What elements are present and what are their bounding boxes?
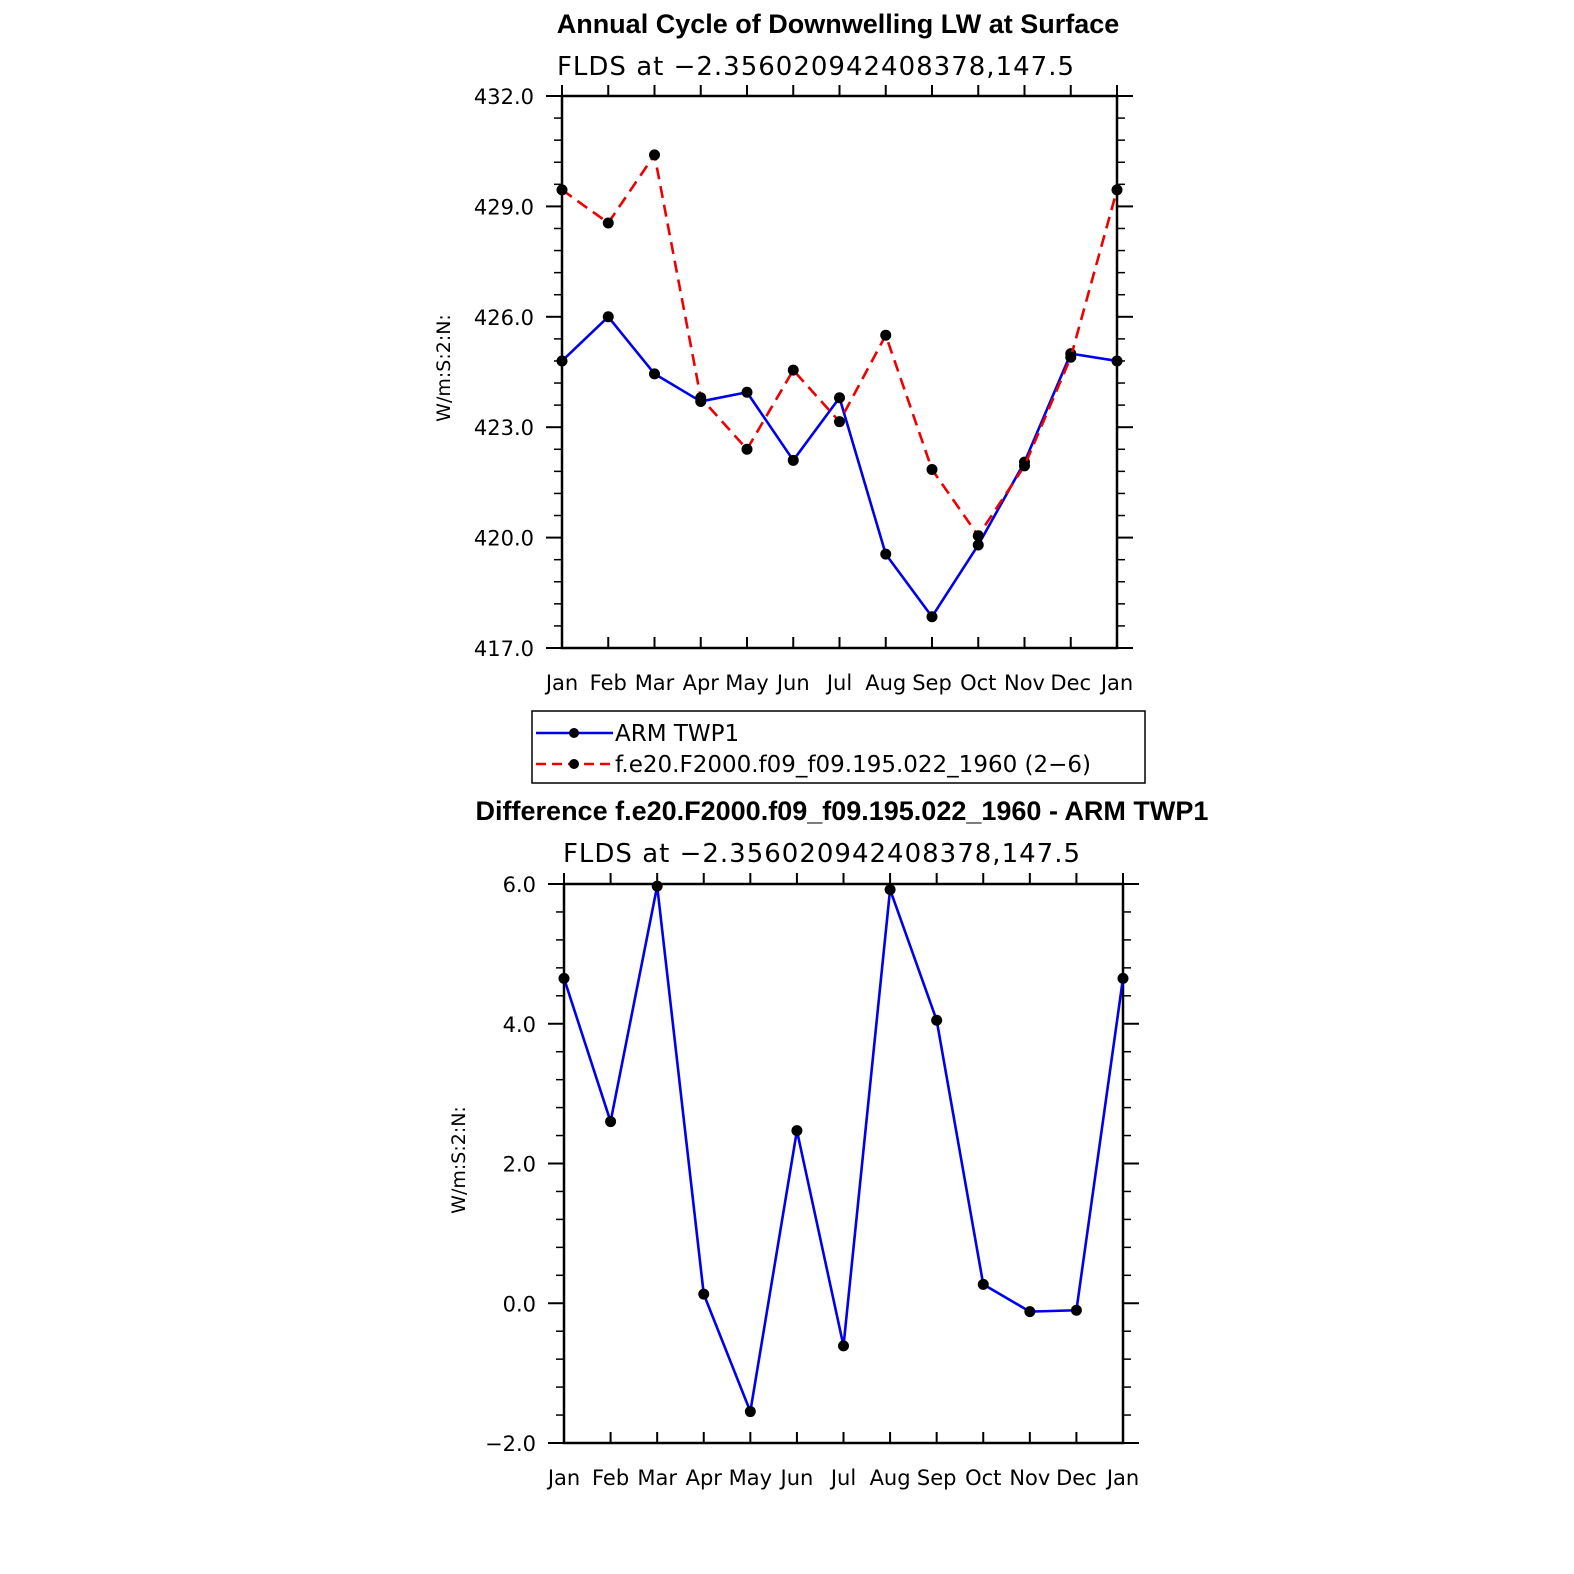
top-ytick-label: 423.0: [474, 416, 534, 440]
legend-box: [531, 710, 1146, 784]
top-xtick-label: Dec: [1050, 671, 1091, 695]
top-series-1-point: [695, 392, 707, 404]
top-series-0-point: [787, 454, 799, 466]
top-ytick-label: 432.0: [474, 85, 534, 109]
bottom-xtick-label: Sep: [917, 1466, 957, 1490]
top-xtick-label: Mar: [635, 671, 675, 695]
top-xtick-label: Jun: [775, 671, 810, 695]
top-xtick-label: Aug: [865, 671, 906, 695]
legend-marker-arm: [569, 728, 579, 738]
top-series-1-line: [561, 153, 1119, 538]
bottom-chart-subtitle: FLDS at −2.356020942408378,147.5: [563, 839, 1081, 869]
bottom-chart-ylabel: W/m:S:2:N:: [448, 1106, 470, 1214]
bottom-xtick-label: Aug: [870, 1466, 911, 1490]
top-series-1-point: [972, 530, 984, 542]
legend-label-arm: ARM TWP1: [615, 721, 739, 747]
bottom-ytick-label: 2.0: [503, 1153, 536, 1177]
bottom-chart-plot: Jan Feb Mar Apr May Jun Jul Aug Sep Oct Nov Dec Jan 6…: [485, 873, 1139, 1490]
bottom-plot-frame: [562, 882, 1125, 1445]
top-series-0-point: [1111, 355, 1123, 367]
top-ytick-label: 420.0: [474, 527, 534, 551]
top-series-1-point: [880, 329, 892, 341]
top-series-0-point: [834, 392, 845, 404]
top-chart-subtitle: FLDS at −2.356020942408378,147.5: [557, 52, 1075, 82]
bottom-series-0-point: [558, 972, 570, 984]
top-series-1-point: [1065, 351, 1077, 363]
bottom-series-0-point: [605, 1116, 617, 1128]
top-xtick-label: Nov: [1004, 671, 1045, 695]
bottom-xtick-label: Nov: [1009, 1466, 1050, 1490]
legend-label-model: f.e20.F2000.f09_f09.195.022_1960 (2−6): [615, 752, 1091, 778]
bottom-ytick-label: 6.0: [503, 873, 536, 897]
bottom-xtick-label: Jan: [546, 1466, 580, 1490]
top-plot-frame: [560, 94, 1119, 650]
bottom-xtick-label: Apr: [686, 1466, 723, 1490]
top-series-1-point: [649, 149, 660, 161]
top-ytick-label: 417.0: [474, 637, 534, 661]
bottom-series-0-line: [562, 884, 1125, 1413]
bottom-xtick-label: Jun: [779, 1466, 814, 1490]
top-series-0-point: [880, 548, 892, 560]
top-xtick-label: Apr: [683, 671, 720, 695]
top-series-1-point: [741, 443, 753, 455]
top-chart-plot: Jan Feb Mar Apr May Jun Jul Aug Sep Oct Nov Dec Jan 4…: [474, 85, 1133, 695]
top-xtick-label: Sep: [912, 671, 952, 695]
top-series-0-point: [741, 386, 753, 398]
top-xtick-label: Jan: [1099, 671, 1133, 695]
legend-marker-model: [569, 759, 579, 769]
bottom-ytick-label: 0.0: [503, 1292, 536, 1316]
top-xtick-label: Feb: [590, 671, 627, 695]
bottom-series-0-point: [931, 1014, 943, 1026]
bottom-series-0-point: [1024, 1306, 1036, 1318]
bottom-chart-title: Difference f.e20.F2000.f09_f09.195.022_1…: [476, 796, 1209, 826]
top-series-1-point: [1111, 184, 1123, 196]
top-xtick-label: Jul: [825, 671, 852, 695]
bottom-xtick-label: Feb: [592, 1466, 629, 1490]
top-series-0-point: [926, 611, 938, 623]
bottom-xtick-label: Oct: [965, 1466, 1001, 1490]
top-series-1-point: [926, 464, 938, 476]
bottom-series-0-point: [791, 1125, 803, 1137]
top-series-1-point: [602, 217, 614, 229]
bottom-xtick-label: May: [729, 1466, 772, 1490]
bottom-series-0-point: [744, 1406, 756, 1418]
bottom-xtick-label: Mar: [637, 1466, 677, 1490]
bottom-series-0-point: [651, 880, 663, 892]
bottom-series-0-point: [884, 884, 896, 896]
top-xtick-label: Jan: [544, 671, 578, 695]
bottom-series-0-point: [1117, 972, 1129, 984]
bottom-xtick-label: Dec: [1056, 1466, 1097, 1490]
bottom-series-0-point: [838, 1340, 849, 1352]
bottom-series-0-point: [698, 1288, 710, 1300]
top-series-1-point: [834, 416, 845, 428]
top-series-0-point: [972, 539, 984, 551]
bottom-xtick-label: Jul: [829, 1466, 856, 1490]
bottom-series-0-point: [1070, 1304, 1082, 1316]
top-series-0-point: [649, 368, 660, 380]
top-ytick-label: 429.0: [474, 195, 534, 219]
top-series-0-point: [602, 311, 614, 323]
bottom-series-0-point: [977, 1278, 989, 1290]
top-series-0-line: [561, 315, 1118, 619]
top-chart-title: Annual Cycle of Downwelling LW at Surfac…: [557, 9, 1120, 39]
top-series-1-point: [787, 364, 799, 376]
top-ytick-label: 426.0: [474, 306, 534, 330]
bottom-xtick-label: Jan: [1105, 1466, 1139, 1490]
legend: ARM TWP1 f.e20.F2000.f09_f09.195.022_196…: [531, 710, 1146, 784]
top-series-1-point: [556, 184, 568, 196]
top-xtick-label: May: [725, 671, 768, 695]
top-series-0-point: [556, 355, 568, 367]
top-series-1-point: [1019, 460, 1030, 472]
bottom-ytick-label: −2.0: [485, 1432, 536, 1456]
top-xtick-label: Oct: [960, 671, 996, 695]
bottom-ytick-label: 4.0: [503, 1013, 536, 1037]
top-chart-ylabel: W/m:S:2:N:: [433, 314, 455, 422]
